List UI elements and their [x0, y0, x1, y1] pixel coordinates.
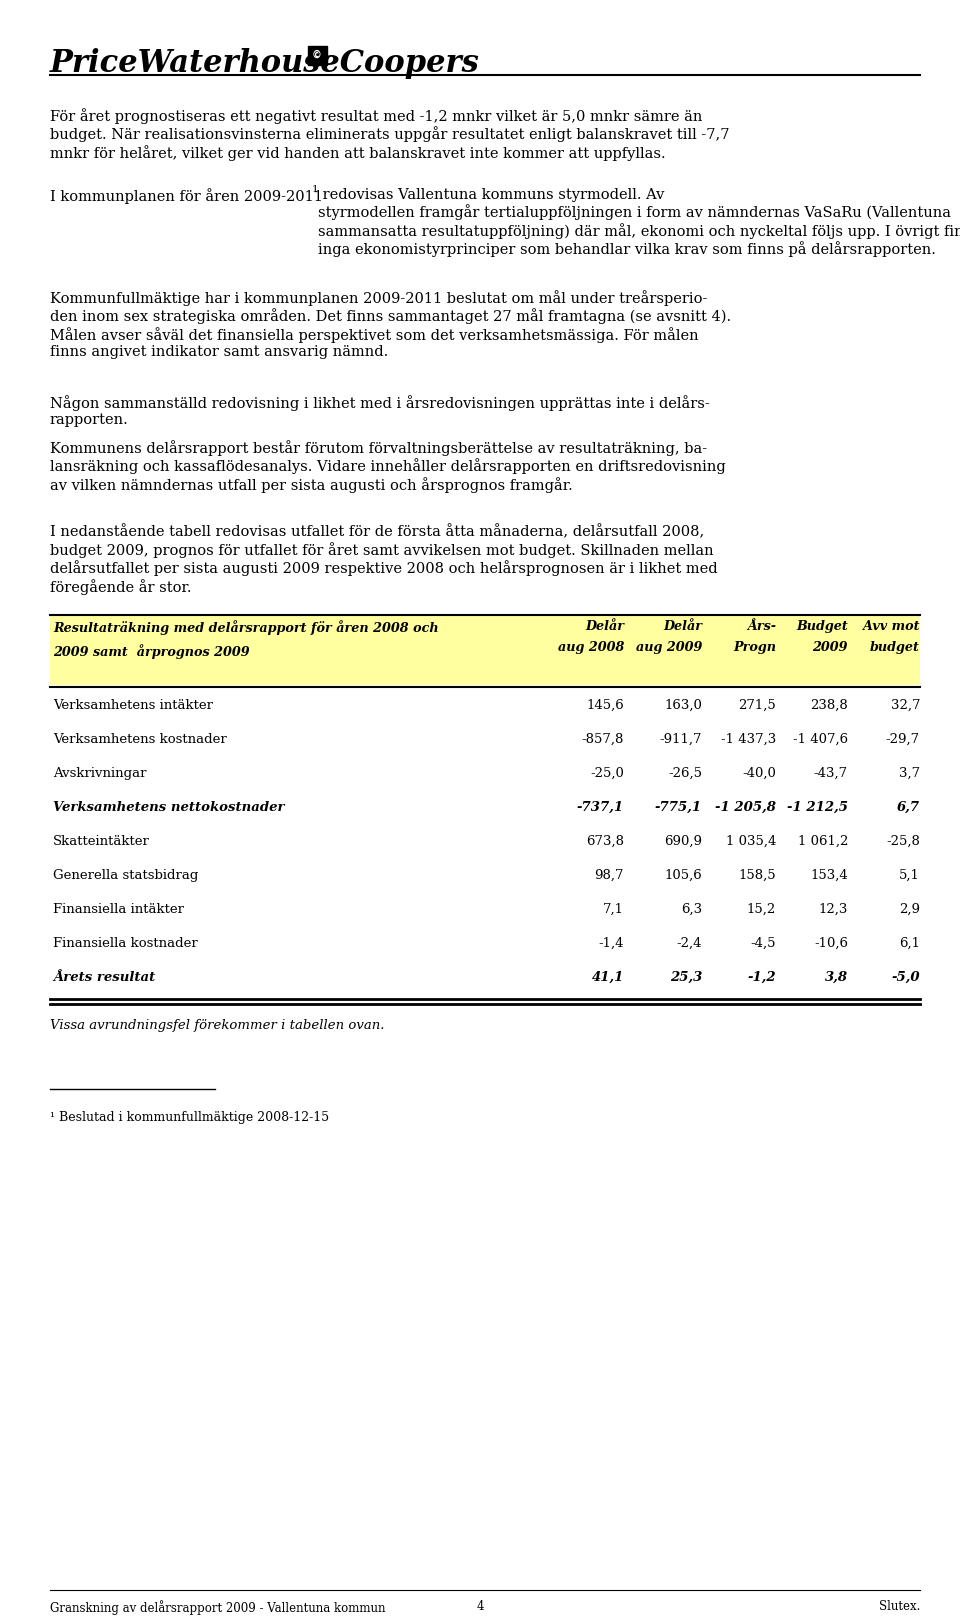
Text: redovisas Vallentuna kommuns styrmodell. Av
styrmodellen framgår tertialuppföljn: redovisas Vallentuna kommuns styrmodell.…: [318, 188, 960, 258]
Text: 238,8: 238,8: [810, 700, 848, 712]
Text: 4: 4: [476, 1600, 484, 1613]
Text: Avv mot
budget: Avv mot budget: [863, 620, 920, 654]
Text: Årets resultat: Årets resultat: [53, 971, 156, 984]
Text: Finansiella kostnader: Finansiella kostnader: [53, 936, 198, 949]
Text: -40,0: -40,0: [742, 768, 776, 781]
Text: 3,7: 3,7: [899, 768, 920, 781]
Text: Vissa avrundningsfel förekommer i tabellen ovan.: Vissa avrundningsfel förekommer i tabell…: [50, 1019, 385, 1032]
Text: 158,5: 158,5: [738, 868, 776, 881]
Text: -25,8: -25,8: [886, 834, 920, 847]
Text: 145,6: 145,6: [587, 700, 624, 712]
FancyBboxPatch shape: [50, 615, 920, 685]
Text: 1: 1: [312, 185, 319, 195]
Text: -5,0: -5,0: [892, 971, 920, 984]
Text: -2,4: -2,4: [677, 936, 702, 949]
Text: 6,1: 6,1: [899, 936, 920, 949]
Text: 25,3: 25,3: [670, 971, 702, 984]
Text: Verksamhetens intäkter: Verksamhetens intäkter: [53, 700, 213, 712]
Text: 105,6: 105,6: [664, 868, 702, 881]
Text: -10,6: -10,6: [814, 936, 848, 949]
Text: I nedanstående tabell redovisas utfallet för de första åtta månaderna, delårsutf: I nedanstående tabell redovisas utfallet…: [50, 524, 718, 596]
Text: -857,8: -857,8: [582, 734, 624, 747]
Text: 163,0: 163,0: [664, 700, 702, 712]
Text: 271,5: 271,5: [738, 700, 776, 712]
Text: Avskrivningar: Avskrivningar: [53, 768, 147, 781]
Text: ¹ Beslutad i kommunfullmäktige 2008-12-15: ¹ Beslutad i kommunfullmäktige 2008-12-1…: [50, 1112, 329, 1125]
Text: 1 061,2: 1 061,2: [798, 834, 848, 847]
Text: Kommunens delårsrapport består förutom förvaltningsberättelse av resultaträkning: Kommunens delårsrapport består förutom f…: [50, 440, 726, 493]
Text: Års-
Progn: Års- Progn: [733, 620, 776, 654]
Text: -4,5: -4,5: [751, 936, 776, 949]
Text: 153,4: 153,4: [810, 868, 848, 881]
Text: -25,0: -25,0: [590, 768, 624, 781]
Text: -1 407,6: -1 407,6: [793, 734, 848, 747]
Text: -43,7: -43,7: [814, 768, 848, 781]
Text: 5,1: 5,1: [900, 868, 920, 881]
Text: Delår
aug 2009: Delår aug 2009: [636, 620, 702, 654]
Text: -26,5: -26,5: [668, 768, 702, 781]
Text: Finansiella intäkter: Finansiella intäkter: [53, 902, 184, 915]
Text: ©: ©: [312, 50, 322, 60]
Text: Verksamhetens kostnader: Verksamhetens kostnader: [53, 734, 227, 747]
Text: Någon sammanställd redovisning i likhet med i årsredovisningen upprättas inte i : Någon sammanställd redovisning i likhet …: [50, 394, 709, 427]
Text: 6,3: 6,3: [681, 902, 702, 915]
Text: 673,8: 673,8: [586, 834, 624, 847]
Text: 3,8: 3,8: [825, 971, 848, 984]
Text: 41,1: 41,1: [591, 971, 624, 984]
Text: Budget
2009: Budget 2009: [796, 620, 848, 654]
Text: Resultaträkning med delårsrapport för åren 2008 och
2009 samt  årprognos 2009: Resultaträkning med delårsrapport för år…: [53, 620, 439, 659]
FancyBboxPatch shape: [308, 45, 327, 65]
Text: Generella statsbidrag: Generella statsbidrag: [53, 868, 199, 881]
Text: -29,7: -29,7: [886, 734, 920, 747]
Text: 690,9: 690,9: [664, 834, 702, 847]
Text: 2,9: 2,9: [899, 902, 920, 915]
Text: I kommunplanen för åren 2009-2011: I kommunplanen för åren 2009-2011: [50, 188, 323, 204]
Text: 6,7: 6,7: [897, 802, 920, 815]
Text: Granskning av delårsrapport 2009 - Vallentuna kommun: Granskning av delårsrapport 2009 - Valle…: [50, 1600, 386, 1615]
Text: 12,3: 12,3: [819, 902, 848, 915]
Text: -737,1: -737,1: [577, 802, 624, 815]
Text: Slutex.: Slutex.: [878, 1600, 920, 1613]
Text: -1,4: -1,4: [598, 936, 624, 949]
Text: För året prognostiseras ett negativt resultat med -1,2 mnkr vilket är 5,0 mnkr s: För året prognostiseras ett negativt res…: [50, 109, 730, 161]
Text: 15,2: 15,2: [747, 902, 776, 915]
Text: Verksamhetens nettokostnader: Verksamhetens nettokostnader: [53, 802, 284, 815]
Text: 7,1: 7,1: [603, 902, 624, 915]
Text: Kommunfullmäktige har i kommunplanen 2009-2011 beslutat om mål under treårsperio: Kommunfullmäktige har i kommunplanen 200…: [50, 291, 732, 359]
Text: 98,7: 98,7: [594, 868, 624, 881]
Text: -911,7: -911,7: [660, 734, 702, 747]
Text: -1 212,5: -1 212,5: [787, 802, 848, 815]
Text: -775,1: -775,1: [655, 802, 702, 815]
Text: 32,7: 32,7: [891, 700, 920, 712]
Text: -1 205,8: -1 205,8: [715, 802, 776, 815]
Text: Skatteintäkter: Skatteintäkter: [53, 834, 150, 847]
Text: Delår
aug 2008: Delår aug 2008: [558, 620, 624, 654]
Text: -1 437,3: -1 437,3: [721, 734, 776, 747]
Text: PriceWaterhouseCoopers: PriceWaterhouseCoopers: [50, 49, 480, 80]
Text: -1,2: -1,2: [748, 971, 776, 984]
Text: 1 035,4: 1 035,4: [726, 834, 776, 847]
